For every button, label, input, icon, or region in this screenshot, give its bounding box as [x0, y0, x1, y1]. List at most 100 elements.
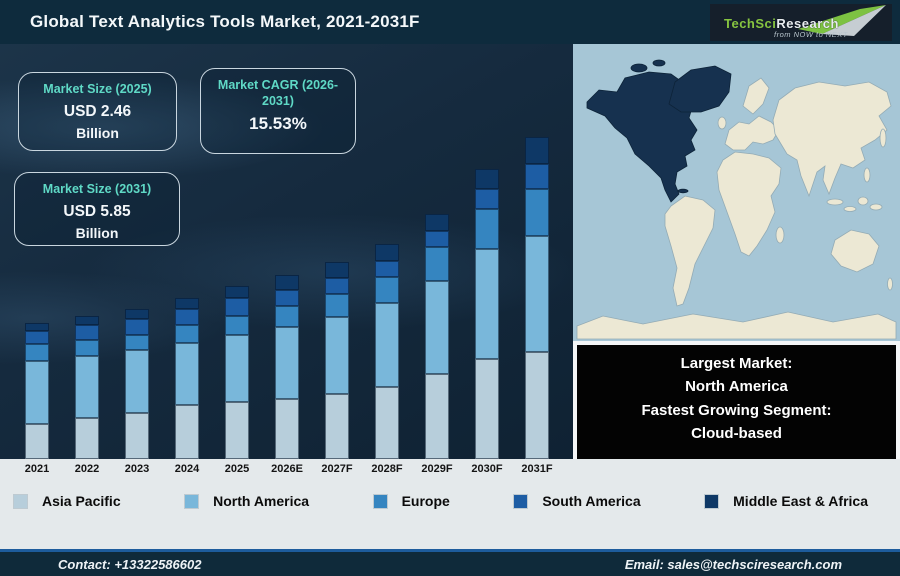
- bar-segment-asia-pacific: [75, 418, 99, 459]
- x-axis-label-2022: 2022: [74, 463, 100, 475]
- bar-segment-europe: [325, 294, 349, 317]
- stat-label: Market CAGR (2026-2031): [217, 78, 339, 108]
- bar-segment-middle-east-africa: [475, 169, 499, 189]
- bar-segment-north-america: [425, 281, 449, 374]
- x-axis-label-2030f: 2030F: [471, 463, 503, 475]
- bar-2022: [75, 316, 99, 459]
- bar-segment-europe: [275, 306, 299, 327]
- bar-segment-north-america: [75, 356, 99, 418]
- bar-segment-asia-pacific: [275, 399, 299, 459]
- bar-segment-asia-pacific: [125, 413, 149, 459]
- legend-item-south-america: South America: [514, 493, 641, 509]
- bar-segment-middle-east-africa: [525, 137, 549, 164]
- island-greenland-highlight: [668, 65, 732, 113]
- bar-segment-north-america: [325, 317, 349, 394]
- contact-text: Contact: +13322586602: [58, 556, 202, 572]
- bar-segment-south-america: [75, 325, 99, 340]
- bar-segment-north-america: [125, 350, 149, 413]
- bar-segment-south-america: [225, 298, 249, 316]
- bar-segment-asia-pacific: [225, 402, 249, 459]
- brand-tagline: from NOW to NEXT: [774, 29, 848, 39]
- island-madagascar: [775, 226, 785, 244]
- stat-value: USD 5.85: [63, 202, 131, 220]
- legend-item-asia-pacific: Asia Pacific: [14, 493, 121, 509]
- x-axis-label-2027f: 2027F: [321, 463, 353, 475]
- bar-segment-north-america: [525, 236, 549, 352]
- bar-segment-middle-east-africa: [225, 286, 249, 298]
- continent-asia: [772, 81, 892, 198]
- bar-2031f: [525, 137, 549, 459]
- continent-africa: [716, 151, 782, 257]
- bar-segment-middle-east-africa: [275, 275, 299, 290]
- stat-card-market-cagr: Market CAGR (2026-2031) 15.53%: [200, 68, 356, 154]
- legend-item-middle-east-africa: Middle East & Africa: [705, 493, 868, 509]
- bar-segment-south-america: [125, 319, 149, 335]
- island-philippines: [863, 167, 871, 183]
- bar-segment-middle-east-africa: [25, 323, 49, 331]
- bar-segment-europe: [175, 325, 199, 343]
- stat-value: 15.53%: [249, 114, 307, 134]
- world-map: [573, 44, 900, 341]
- bar-segment-north-america: [25, 361, 49, 424]
- bar-2027f: [325, 262, 349, 459]
- x-axis-label-2025: 2025: [224, 463, 250, 475]
- bar-segment-asia-pacific: [375, 387, 399, 459]
- bar-segment-europe: [425, 247, 449, 281]
- stat-label: Market Size (2025): [43, 82, 152, 96]
- bar-segment-europe: [475, 209, 499, 249]
- right-panel: Largest Market: North America Fastest Gr…: [573, 44, 900, 459]
- island-japan: [879, 128, 887, 148]
- largest-market-value: North America: [685, 378, 788, 396]
- legend-swatch-north-america: [185, 494, 199, 508]
- x-axis-label-2026e: 2026E: [271, 463, 303, 475]
- bar-segment-asia-pacific: [175, 405, 199, 459]
- bar-segment-south-america: [525, 164, 549, 189]
- island-sumatra: [826, 198, 844, 206]
- bar-segment-south-america: [375, 261, 399, 277]
- stat-label: Market Size (2031): [42, 182, 152, 196]
- highlights-box: Largest Market: North America Fastest Gr…: [577, 345, 896, 459]
- bar-2025: [225, 286, 249, 459]
- bar-2030f: [475, 169, 499, 459]
- bar-segment-middle-east-africa: [325, 262, 349, 278]
- island-arctic-1: [630, 63, 648, 73]
- legend-swatch-asia-pacific: [14, 494, 27, 508]
- bar-2028f: [375, 244, 399, 459]
- x-axis-label-2029f: 2029F: [421, 463, 453, 475]
- continent-south-america: [664, 195, 716, 307]
- bar-2023: [125, 309, 149, 459]
- bar-segment-south-america: [25, 331, 49, 344]
- legend-label: North America: [213, 493, 310, 509]
- legend-item-north-america: North America: [185, 493, 309, 509]
- bar-segment-europe: [225, 316, 249, 335]
- bar-segment-asia-pacific: [475, 359, 499, 459]
- stat-value: USD 2.46: [63, 102, 132, 120]
- bar-segment-south-america: [275, 290, 299, 306]
- bar-segment-europe: [375, 277, 399, 303]
- bar-2021: [25, 323, 49, 459]
- legend-item-europe: Europe: [373, 493, 450, 509]
- bar-segment-europe: [25, 344, 49, 361]
- island-new-guinea: [869, 203, 883, 211]
- brand-name-primary: TechSci: [724, 15, 777, 31]
- chart-legend: Asia Pacific North America Europe South Ame…: [0, 493, 900, 509]
- x-axis-label-2021: 2021: [24, 463, 50, 475]
- bar-segment-north-america: [275, 327, 299, 399]
- bar-segment-middle-east-africa: [425, 214, 449, 231]
- region-scandinavia: [742, 77, 770, 115]
- brand-name-secondary: Research: [776, 15, 839, 31]
- x-axis-label-2024: 2024: [174, 463, 200, 475]
- bar-segment-middle-east-africa: [375, 244, 399, 261]
- stat-unit: Billion: [75, 224, 119, 241]
- island-borneo: [857, 196, 869, 206]
- island-cuba: [677, 188, 689, 194]
- bar-segment-europe: [525, 189, 549, 236]
- fastest-segment-label: Fastest Growing Segment:: [641, 401, 832, 419]
- bar-segment-north-america: [475, 249, 499, 359]
- x-axis-labels: 2021 2022 2023 2024 2025 2026E 2027F 2028F 2029F…: [0, 459, 573, 475]
- x-axis-label-2031f: 2031F: [521, 463, 553, 475]
- fastest-segment-value: Cloud-based: [691, 424, 782, 442]
- bottom-strip: 2021 2022 2023 2024 2025 2026E 2027F 2028F 2029F…: [0, 459, 900, 549]
- arrow-icon: [798, 4, 886, 36]
